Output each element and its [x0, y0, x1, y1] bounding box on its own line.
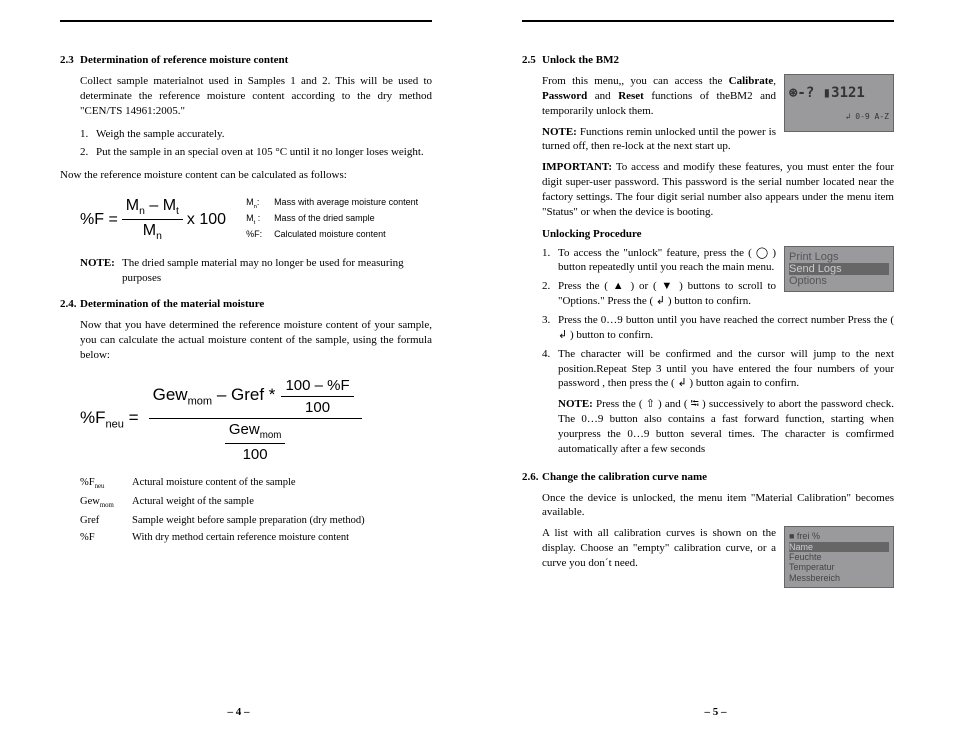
heading-num: 2.5 [522, 54, 542, 66]
heading-num: 2.3 [60, 54, 80, 66]
list-item: 1.To access the "unlock" feature, press … [542, 246, 776, 276]
note: NOTE: The dried sample material may no l… [80, 256, 432, 286]
list-item: 4.The character will be confirmed and th… [542, 347, 894, 392]
list-item: 2.Press the ( ▲ ) or ( ▼ ) buttons to sc… [542, 279, 776, 309]
lcd-screenshot-2: Print Logs Send Logs Options [784, 246, 894, 292]
lcd-screenshot-1: ⊛-? ▮3121 ↲ 0-9 A-Z [784, 74, 894, 132]
definitions: %FneuActural moisture content of the sam… [80, 477, 432, 543]
list-item: 1.Weigh the sample accurately. [80, 127, 432, 142]
home-icon: ⇧ [646, 398, 655, 410]
formula-1: %F = Mn – Mt Mn x 100 Mn:Mass with avera… [80, 197, 432, 242]
exit-icon: ⭾ [691, 398, 699, 410]
para: Once the device is unlocked, the menu it… [542, 491, 894, 521]
enter-icon: ↲ [558, 329, 567, 341]
important-note: IMPORTANT: To access and modify these fe… [542, 160, 894, 219]
heading-title: Unlock the BM2 [542, 54, 619, 66]
enter-icon: ↲ [656, 295, 665, 307]
heading-num: 2.6. [522, 471, 542, 483]
list-item: 2.Put the sample in an special oven at 1… [80, 145, 432, 160]
enter-icon: ↲ [677, 377, 686, 389]
heading-title: Determination of reference moisture cont… [80, 54, 288, 66]
block-2-5: ⊛-? ▮3121 ↲ 0-9 A-Z From this menu,, you… [542, 74, 894, 457]
rule-top [522, 20, 894, 24]
heading-num: 2.4. [60, 298, 80, 310]
formula-2: %Fneu = Gewmom – Gref * 100 – %F 100 Gew… [80, 377, 432, 463]
heading-2-6: 2.6. Change the calibration curve name [522, 471, 894, 483]
page-left: 2.3 Determination of reference moisture … [0, 0, 477, 738]
heading-title: Change the calibration curve name [542, 471, 707, 483]
heading-2-5: 2.5 Unlock the BM2 [522, 54, 894, 66]
para: Now the reference moisture content can b… [60, 168, 432, 183]
power-icon: ◯ [756, 246, 768, 261]
down-icon: ▼ [661, 280, 674, 292]
block-2-6: Once the device is unlocked, the menu it… [542, 491, 894, 595]
page-number: – 4 – [0, 706, 477, 718]
up-icon: ▲ [613, 280, 626, 292]
heading-2-4: 2.4. Determination of the material moist… [60, 298, 432, 310]
para: Collect sample materialnot used in Sampl… [80, 74, 432, 119]
note: NOTE: Press the ( ⇧ ) and ( ⭾ ) successi… [558, 397, 894, 456]
lcd-screenshot-3: ■ frei % Name Feuchte Temperatur Messber… [784, 526, 894, 588]
rule-top [60, 20, 432, 24]
list-item: 3.Press the 0…9 button until you have re… [542, 313, 894, 343]
page-right: 2.5 Unlock the BM2 ⊛-? ▮3121 ↲ 0-9 A-Z F… [477, 0, 954, 738]
page-number: – 5 – [477, 706, 954, 718]
heading-2-3: 2.3 Determination of reference moisture … [60, 54, 432, 66]
formula-legend: Mn:Mass with average moisture content Mt… [246, 197, 418, 242]
heading-title: Determination of the material moisture [80, 298, 264, 310]
subheading: Unlocking Procedure [542, 228, 894, 240]
para: Now that you have determined the referen… [80, 318, 432, 363]
